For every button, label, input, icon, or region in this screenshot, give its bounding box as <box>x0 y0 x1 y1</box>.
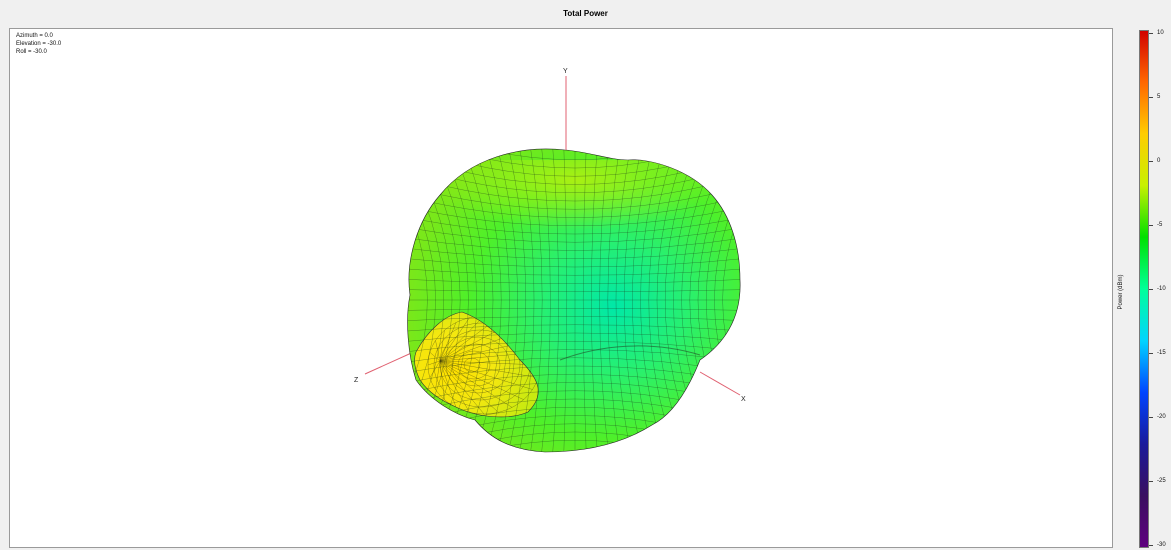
colorbar-tick-label: -30 <box>1157 542 1166 548</box>
roll-readout: Roll = -30.0 <box>16 49 47 55</box>
mesh-parallel <box>407 440 741 452</box>
mesh-parallel <box>407 205 741 226</box>
main-lobe-spoke <box>439 360 499 413</box>
mesh-parallel <box>407 324 741 332</box>
mesh-parallel <box>407 148 741 169</box>
main-lobe-ring <box>439 329 521 401</box>
mesh-parallel <box>407 247 741 259</box>
mesh-parallel <box>407 289 741 292</box>
colorbar-tickmark <box>1149 161 1153 162</box>
main-lobe-spoke <box>439 360 539 366</box>
main-lobe-spoke <box>439 322 457 362</box>
mesh-seam <box>559 345 701 361</box>
main-lobe-spoke <box>439 360 539 378</box>
colorbar-tickmark <box>1149 289 1153 290</box>
main-lobe-spoke <box>439 360 513 408</box>
main-lobe-spoke <box>439 317 470 362</box>
mesh-parallel <box>407 278 741 284</box>
main-lobe-spoke <box>439 360 485 415</box>
main-lobe-spoke <box>439 315 485 362</box>
colorbar-tickmark <box>1149 33 1153 34</box>
main-lobe-spoke <box>427 360 441 366</box>
mesh-parallel <box>407 226 741 243</box>
z-axis-label: Z <box>354 377 359 384</box>
main-lobe-spoke <box>439 360 533 390</box>
mesh-parallel <box>407 236 741 251</box>
main-lobe-spoke <box>439 360 470 413</box>
colorbar-tickmark <box>1149 545 1153 546</box>
colorbar-tick-label: -25 <box>1157 478 1166 484</box>
pattern-surface <box>407 148 741 453</box>
main-lobe-spoke <box>435 340 441 362</box>
colorbar <box>1139 30 1149 548</box>
axis-lines <box>364 76 741 396</box>
plot-title: Total Power <box>563 9 608 18</box>
mesh-parallel <box>407 148 741 160</box>
colorbar-tickmark <box>1149 481 1153 482</box>
main-lobe-spoke <box>439 330 445 362</box>
z-axis-line <box>364 349 419 375</box>
colorbar-tick-label: 5 <box>1157 94 1161 100</box>
colorbar-gradient <box>1139 30 1149 548</box>
elevation-readout: Elevation = -30.0 <box>16 41 62 47</box>
y-axis-label: Y <box>563 68 568 75</box>
mesh-parallel <box>407 184 741 210</box>
mesh-parallel <box>407 332 741 343</box>
colorbar-tickmark <box>1149 353 1153 354</box>
colorbar-tickmark <box>1149 417 1153 418</box>
main-lobe-spoke <box>439 360 457 408</box>
colorbar-tick-label: -10 <box>1157 286 1166 292</box>
mesh-parallel <box>407 349 741 364</box>
colorbar-tick-label: 10 <box>1157 30 1164 36</box>
mesh-parallel <box>407 194 741 218</box>
main-lobe-spoke <box>439 360 524 400</box>
mesh-parallel <box>407 341 741 353</box>
colorbar-tickmark <box>1149 225 1153 226</box>
colorbar-tick-label: -20 <box>1157 414 1166 420</box>
colorbar-tickmark <box>1149 97 1153 98</box>
colorbar-tick-label: 0 <box>1157 158 1161 164</box>
x-axis-label: X <box>741 396 746 403</box>
main-lobe-spoke <box>435 360 441 390</box>
mesh-parallel <box>407 215 741 235</box>
x-axis-line <box>699 371 741 396</box>
view-angle-readout: Azimuth = 0.0 Elevation = -30.0 Roll = -… <box>16 32 61 56</box>
main-lobe-spoke <box>429 352 441 362</box>
surface-mesh <box>407 148 741 452</box>
azimuth-readout: Azimuth = 0.0 <box>16 33 53 39</box>
colorbar-label: Power (dBm) <box>1118 274 1124 310</box>
main-lobe-spoke <box>429 360 441 378</box>
colorbar-tick-label: -5 <box>1157 222 1163 228</box>
main-lobe-ring <box>457 350 491 380</box>
main-lobe-spoke <box>439 360 445 400</box>
mesh-parallel <box>407 308 741 311</box>
mesh-parallel <box>407 268 741 276</box>
mesh-parallel <box>407 257 741 268</box>
main-lobe-mesh <box>427 315 539 415</box>
colorbar-tick-label: -15 <box>1157 350 1166 356</box>
mesh-parallel <box>407 316 741 322</box>
main-lobe-ring <box>451 343 501 387</box>
